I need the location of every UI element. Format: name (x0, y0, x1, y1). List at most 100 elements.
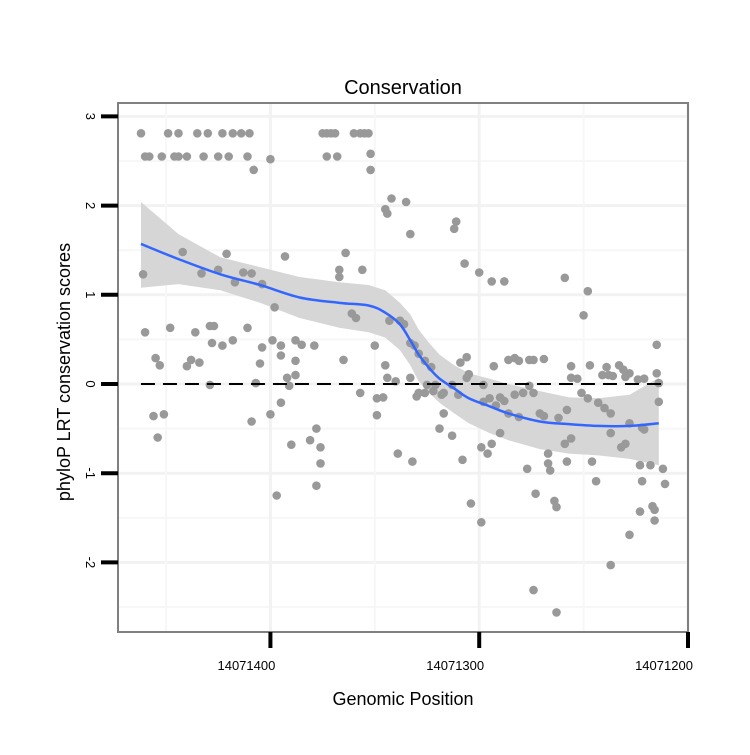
data-point (197, 269, 206, 278)
data-point (335, 272, 344, 282)
data-point (637, 476, 647, 486)
data-point (243, 323, 252, 333)
data-point (393, 449, 403, 458)
data-point (406, 229, 415, 239)
data-point (249, 165, 258, 175)
data-point (654, 397, 664, 407)
data-point (347, 309, 357, 318)
x-tick-label: 14071300 (426, 658, 484, 673)
data-point (140, 328, 150, 337)
data-point (545, 466, 555, 475)
data-point (447, 431, 457, 441)
data-point (579, 311, 588, 320)
data-point (159, 410, 169, 419)
data-point (366, 165, 375, 175)
data-point (652, 369, 661, 378)
data-point (165, 323, 175, 333)
data-point (621, 372, 630, 382)
data-point (593, 398, 603, 408)
data-point (451, 217, 461, 226)
data-point (284, 381, 294, 391)
data-point (435, 424, 444, 433)
data-point (291, 336, 300, 345)
data-point (316, 459, 325, 468)
data-point (335, 265, 344, 275)
data-point (477, 443, 486, 452)
x-axis-label: Genomic Position (332, 689, 473, 709)
data-point (257, 343, 267, 352)
x-axis: 14071400 14071300 14071200 (217, 632, 693, 673)
data-point (600, 403, 609, 413)
data-point (332, 152, 342, 161)
confidence-band (141, 202, 659, 466)
data-point (562, 405, 572, 415)
data-point (305, 435, 315, 445)
points-layer (136, 129, 670, 617)
data-point (218, 129, 227, 138)
data-point (224, 152, 233, 161)
data-point (529, 355, 538, 365)
data-point (598, 370, 607, 380)
data-point (543, 449, 553, 458)
y-tick-label: 2 (83, 202, 98, 209)
data-point (602, 362, 611, 372)
chart-title: Conservation (344, 77, 462, 99)
data-point (462, 352, 472, 362)
data-point (370, 341, 380, 350)
data-point (658, 464, 668, 474)
data-point (414, 388, 424, 398)
y-tick-label: 3 (83, 113, 98, 120)
data-point (372, 394, 382, 403)
data-point (635, 507, 645, 516)
data-point (529, 388, 538, 398)
data-point (650, 505, 659, 515)
data-point (437, 390, 446, 400)
data-point (349, 129, 359, 138)
data-point (155, 361, 165, 370)
data-point (297, 340, 307, 350)
data-point (385, 316, 394, 326)
data-point (366, 149, 375, 159)
panel-border (117, 102, 689, 633)
data-point (619, 365, 628, 375)
data-point (456, 358, 465, 367)
data-point (266, 410, 275, 419)
data-point (429, 386, 438, 396)
data-point (151, 353, 160, 363)
data-point (510, 390, 519, 400)
data-point (270, 303, 279, 312)
data-point (449, 224, 459, 234)
data-point (543, 459, 553, 468)
data-point (157, 152, 167, 161)
data-point (401, 197, 411, 207)
data-point (539, 411, 549, 421)
data-point (266, 154, 275, 164)
data-point (616, 443, 626, 452)
data-point (153, 433, 162, 442)
data-point (625, 530, 634, 540)
data-point (487, 277, 497, 286)
data-point (145, 152, 154, 161)
data-point (500, 396, 509, 406)
y-axis-label: phyloP LRT conservation scores (54, 243, 74, 501)
data-point (178, 247, 187, 257)
data-point (566, 434, 576, 443)
data-point (500, 277, 509, 286)
data-point (460, 259, 469, 268)
data-point (639, 374, 649, 384)
data-point (606, 560, 615, 570)
data-point (203, 129, 213, 138)
data-point (583, 394, 593, 403)
data-point (228, 129, 238, 138)
data-point (560, 439, 570, 449)
data-point (276, 398, 286, 408)
data-point (322, 152, 332, 161)
data-point (312, 481, 321, 491)
data-point (650, 516, 659, 525)
x-tick-label: 14071400 (217, 658, 275, 673)
data-point (199, 152, 208, 161)
data-point (439, 409, 449, 418)
data-point (514, 356, 524, 366)
data-point (291, 370, 300, 380)
data-point (174, 152, 183, 161)
